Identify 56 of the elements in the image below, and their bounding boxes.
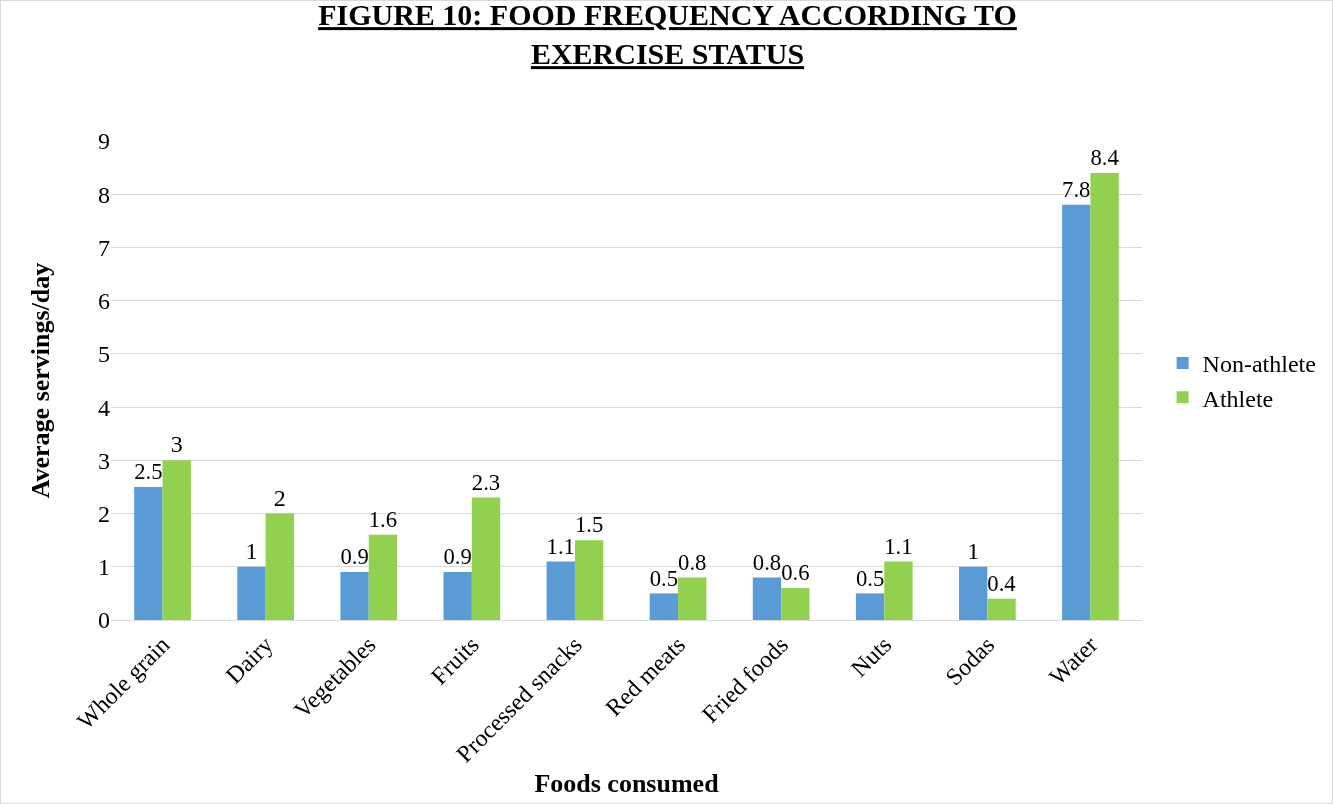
bar bbox=[162, 460, 191, 620]
data-label: 0.9 bbox=[443, 544, 472, 570]
bar bbox=[368, 534, 398, 620]
y-tick-label: 1 bbox=[98, 554, 110, 581]
data-label: 2.5 bbox=[134, 459, 163, 485]
bar bbox=[340, 572, 369, 620]
data-label: 1 bbox=[245, 537, 258, 564]
bar bbox=[959, 566, 988, 620]
y-tick-label: 7 bbox=[98, 234, 110, 261]
bar bbox=[752, 577, 782, 620]
y-axis-title: Average servings/day bbox=[26, 262, 55, 499]
bar bbox=[884, 561, 913, 620]
chart-title: FIGURE 10: FOOD FREQUENCY ACCORDING TO EXERCISE STATUS bbox=[318, 0, 1017, 71]
bar bbox=[1090, 172, 1119, 620]
data-label: 0.5 bbox=[855, 565, 885, 591]
data-label: 0.6 bbox=[781, 560, 810, 586]
bar bbox=[265, 513, 294, 620]
y-tick-label: 3 bbox=[98, 447, 110, 474]
legend-label: Athlete bbox=[1202, 385, 1274, 412]
bar bbox=[237, 566, 266, 620]
data-label: 1.1 bbox=[546, 533, 575, 559]
bar bbox=[855, 593, 885, 620]
data-label: 2.3 bbox=[471, 469, 501, 495]
y-tick-label: 2 bbox=[98, 500, 110, 527]
data-label: 2 bbox=[273, 484, 286, 511]
bar bbox=[649, 593, 679, 620]
data-label: 1 bbox=[967, 537, 980, 564]
bar bbox=[987, 598, 1016, 620]
bar bbox=[678, 577, 707, 620]
data-label: 1.5 bbox=[574, 512, 604, 538]
x-tick-label: Nuts bbox=[845, 631, 897, 682]
data-label: 3 bbox=[170, 431, 183, 458]
bar bbox=[781, 588, 810, 620]
y-tick-label: 6 bbox=[98, 288, 110, 315]
y-tick-label: 9 bbox=[98, 128, 110, 155]
y-tick-label: 0 bbox=[98, 607, 110, 634]
bar bbox=[443, 572, 472, 620]
bar bbox=[134, 486, 163, 620]
x-axis-title: Foods consumed bbox=[534, 769, 720, 799]
data-label: 0.8 bbox=[678, 549, 707, 575]
data-label: 7.8 bbox=[1062, 177, 1091, 203]
y-tick-label: 8 bbox=[98, 181, 110, 208]
data-label: 1.1 bbox=[884, 533, 913, 559]
data-label: 8.4 bbox=[1090, 145, 1119, 171]
data-label: 0.4 bbox=[987, 570, 1016, 596]
data-label: 1.6 bbox=[368, 507, 398, 533]
y-tick-label: 4 bbox=[98, 394, 110, 421]
bar bbox=[546, 561, 575, 620]
bar bbox=[1062, 204, 1091, 620]
y-tick-label: 5 bbox=[98, 341, 110, 368]
legend-label: Non-athlete bbox=[1202, 351, 1316, 378]
data-label: 0.9 bbox=[340, 544, 369, 570]
bar bbox=[471, 497, 501, 620]
bar bbox=[574, 540, 604, 620]
data-label: 0.8 bbox=[752, 549, 782, 575]
data-label: 0.5 bbox=[649, 565, 679, 591]
